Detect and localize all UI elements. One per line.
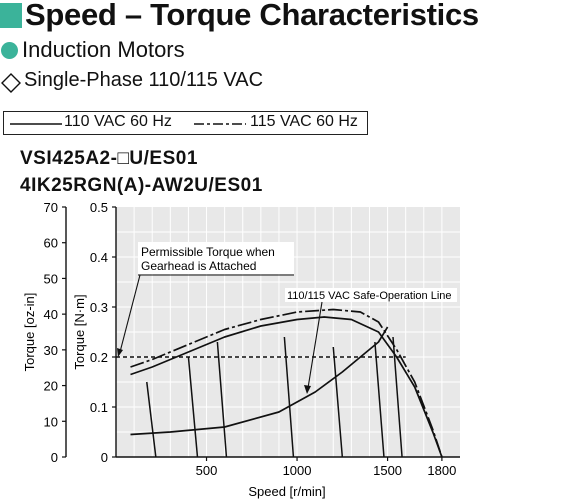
annotation-permissible-text: Permissible Torque when <box>141 245 275 259</box>
torque-curve-115v <box>130 308 443 458</box>
legend-box: 110 VAC 60 Hz 115 VAC 60 Hz <box>3 111 368 135</box>
subtitle-text: Induction Motors <box>22 37 185 62</box>
voltage-text: Single-Phase 110/115 VAC <box>24 69 264 91</box>
y-tick-label: 0.1 <box>90 400 108 415</box>
annotation-arrowhead <box>304 385 311 394</box>
y2-tick-label: 30 <box>44 343 58 358</box>
annotation-background <box>138 242 294 274</box>
y2-tick-label: 10 <box>44 414 58 429</box>
bullet-dot-icon <box>1 42 18 59</box>
y-tick-label: 0.2 <box>90 350 108 365</box>
load-line <box>146 381 157 458</box>
load-line <box>332 346 344 458</box>
safe-operation-curve <box>130 326 389 436</box>
model-number-2: 4IK25RGN(A)-AW2U/ES01 <box>20 175 263 196</box>
load-line <box>216 341 228 458</box>
annotation-leader <box>119 274 141 353</box>
load-line <box>283 336 295 458</box>
y2-tick-label: 70 <box>44 200 58 215</box>
torque-curve-110v <box>130 316 443 458</box>
y2-axis-label: Torque [oz-in] <box>22 293 37 372</box>
y2-tick-label: 50 <box>44 271 58 286</box>
header-square-icon <box>0 3 22 28</box>
x-tick-label: 1000 <box>283 463 312 478</box>
annotation-safe-text: 110/115 VAC Safe-Operation Line <box>287 290 452 302</box>
legend-label-115: 115 VAC 60 Hz <box>250 113 358 130</box>
x-tick-label: 500 <box>196 463 218 478</box>
x-tick-label: 1500 <box>373 463 402 478</box>
y2-tick-label: 40 <box>44 307 58 322</box>
load-line <box>374 341 385 458</box>
y-tick-label: 0.3 <box>90 300 108 315</box>
page-title: Speed – Torque Characteristics <box>25 0 479 32</box>
y-axis-label: Torque [N·m] <box>72 294 87 369</box>
y2-tick-label: 0 <box>51 450 58 465</box>
header: Speed – Torque Characteristics <box>0 0 566 34</box>
legend-label-110: 110 VAC 60 Hz <box>64 113 172 130</box>
model-number-1: VSI425A2-□U/ES01 <box>20 148 198 169</box>
y-tick-label: 0.5 <box>90 200 108 215</box>
legend-solid-line <box>10 123 62 125</box>
y-tick-label: 0.4 <box>90 250 108 265</box>
y-tick-label: 0 <box>101 450 108 465</box>
diamond-outline-icon <box>1 73 21 93</box>
legend-dashdot-line <box>194 123 246 125</box>
x-tick-label: 1800 <box>427 463 456 478</box>
annotation-arrowhead <box>117 348 123 357</box>
annotation-leader <box>307 301 323 389</box>
y2-tick-label: 60 <box>44 236 58 251</box>
y2-tick-label: 20 <box>44 379 58 394</box>
annotation-background <box>285 288 457 302</box>
load-line <box>392 336 403 458</box>
x-axis-label: Speed [r/min] <box>248 484 325 499</box>
load-line <box>187 356 199 458</box>
annotation-permissible-text: Gearhead is Attached <box>141 259 256 273</box>
